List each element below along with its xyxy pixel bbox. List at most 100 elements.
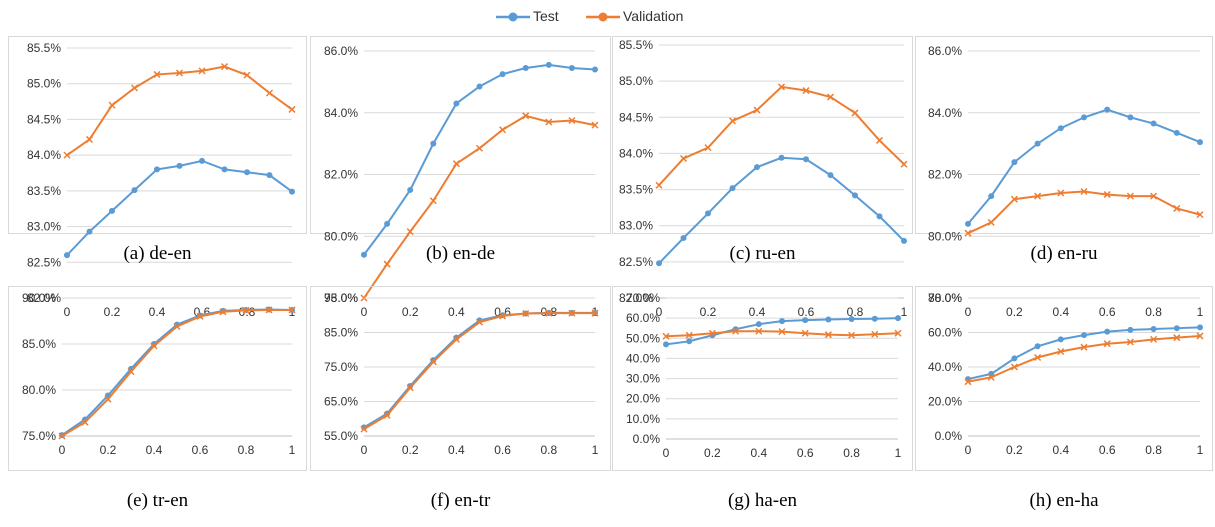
data-point [429, 358, 437, 366]
marker-stroke [499, 312, 507, 320]
data-point [1150, 326, 1157, 333]
marker-stroke [475, 144, 484, 152]
data-point [176, 162, 183, 169]
marker-stroke [130, 84, 139, 92]
y-tick-label: 83.5% [619, 183, 653, 197]
data-point [499, 71, 506, 78]
x-tick-label: 0 [361, 305, 368, 319]
data-point [591, 309, 599, 317]
data-point [1173, 334, 1181, 342]
y-tick-label: 85.0% [324, 326, 358, 340]
data-point [729, 185, 736, 192]
data-point [130, 84, 139, 92]
data-point [1150, 192, 1158, 200]
data-point [1010, 363, 1018, 371]
data-point [591, 121, 599, 129]
data-point [964, 229, 972, 237]
data-point [196, 312, 204, 320]
x-tick-label: 1 [1197, 443, 1204, 457]
y-tick-label: 20.0% [626, 392, 660, 406]
marker-stroke [778, 328, 786, 336]
y-tick-label: 65.0% [324, 395, 358, 409]
y-tick-label: 80.0% [22, 383, 56, 397]
x-tick-label: 0.2 [402, 443, 419, 457]
y-tick-label: 82.0% [27, 291, 61, 305]
data-point [545, 309, 553, 317]
y-tick-label: 83.0% [619, 219, 653, 233]
marker-stroke [243, 71, 251, 79]
data-point [824, 331, 832, 339]
data-point [1057, 189, 1065, 197]
y-tick-label: 86.0% [324, 44, 358, 58]
data-point [63, 151, 71, 159]
legend-marker-validation [586, 12, 620, 22]
data-point [545, 61, 552, 68]
marker-stroke [81, 418, 89, 426]
y-tick-label: 82.5% [27, 255, 61, 269]
data-point [1173, 129, 1180, 136]
marker-stroke [1034, 353, 1042, 362]
data-point [755, 321, 762, 328]
chart-caption: (g) ha-en [727, 490, 798, 511]
data-point [732, 327, 740, 335]
y-tick-label: 85.0% [27, 77, 61, 91]
marker-stroke [685, 331, 693, 339]
y-tick-label: 82.5% [619, 255, 653, 269]
series-line-test [967, 108, 1201, 225]
data-point [871, 330, 879, 338]
data-point [1034, 343, 1041, 350]
x-tick-label: 0 [965, 305, 972, 319]
marker-stroke [58, 432, 66, 440]
data-point [679, 154, 688, 163]
y-tick-label: 84.5% [27, 112, 61, 126]
data-point [1197, 139, 1203, 146]
marker-stroke [153, 70, 161, 78]
data-point [150, 342, 158, 350]
data-point [1057, 125, 1064, 132]
data-point [86, 228, 93, 235]
data-point [1010, 195, 1018, 203]
chart-panel [915, 36, 1213, 234]
marker-stroke [826, 93, 835, 101]
marker-stroke [288, 306, 296, 314]
x-tick-label: 0.4 [1052, 443, 1069, 457]
marker-stroke [1196, 332, 1204, 340]
data-point [1080, 343, 1088, 351]
y-tick-label: 95.0% [324, 291, 358, 305]
data-point [104, 395, 112, 403]
series-line-validation [967, 190, 1201, 235]
x-tick-label: 0 [656, 305, 663, 319]
y-tick-label: 85.5% [27, 41, 61, 55]
data-point [198, 67, 206, 75]
data-point [221, 166, 228, 173]
marker-stroke [406, 228, 414, 236]
data-point [429, 197, 437, 205]
data-point [430, 140, 437, 147]
x-tick-label: 0 [663, 446, 670, 460]
marker-stroke [108, 101, 116, 109]
x-tick-label: 0.2 [1006, 443, 1023, 457]
legend-label-test: Test [533, 8, 559, 24]
marker-stroke [219, 308, 227, 316]
data-point [685, 331, 693, 339]
y-tick-label: 40.0% [928, 360, 962, 374]
x-tick-label: 0.8 [1145, 305, 1162, 319]
marker-stroke [545, 118, 553, 126]
marker-stroke [429, 197, 437, 205]
marker-stroke [679, 154, 688, 163]
marker-stroke [242, 306, 250, 314]
series-line-validation [363, 312, 595, 430]
data-point [85, 135, 94, 143]
data-point [779, 318, 785, 325]
data-point [175, 69, 184, 77]
data-point [361, 251, 367, 258]
data-point [476, 83, 483, 90]
marker-stroke [1080, 187, 1088, 196]
chart-panel [8, 36, 307, 234]
chart-plot: 55.0%65.0%75.0%85.0%95.0%0 0.2 0.4 0.6 0.8 1 [324, 291, 599, 457]
legend-label-validation: Validation [623, 8, 684, 24]
marker-stroke [900, 160, 908, 168]
x-tick-label: 0.2 [104, 305, 121, 319]
data-point [1127, 326, 1134, 333]
y-tick-label: 82.0% [619, 291, 653, 305]
